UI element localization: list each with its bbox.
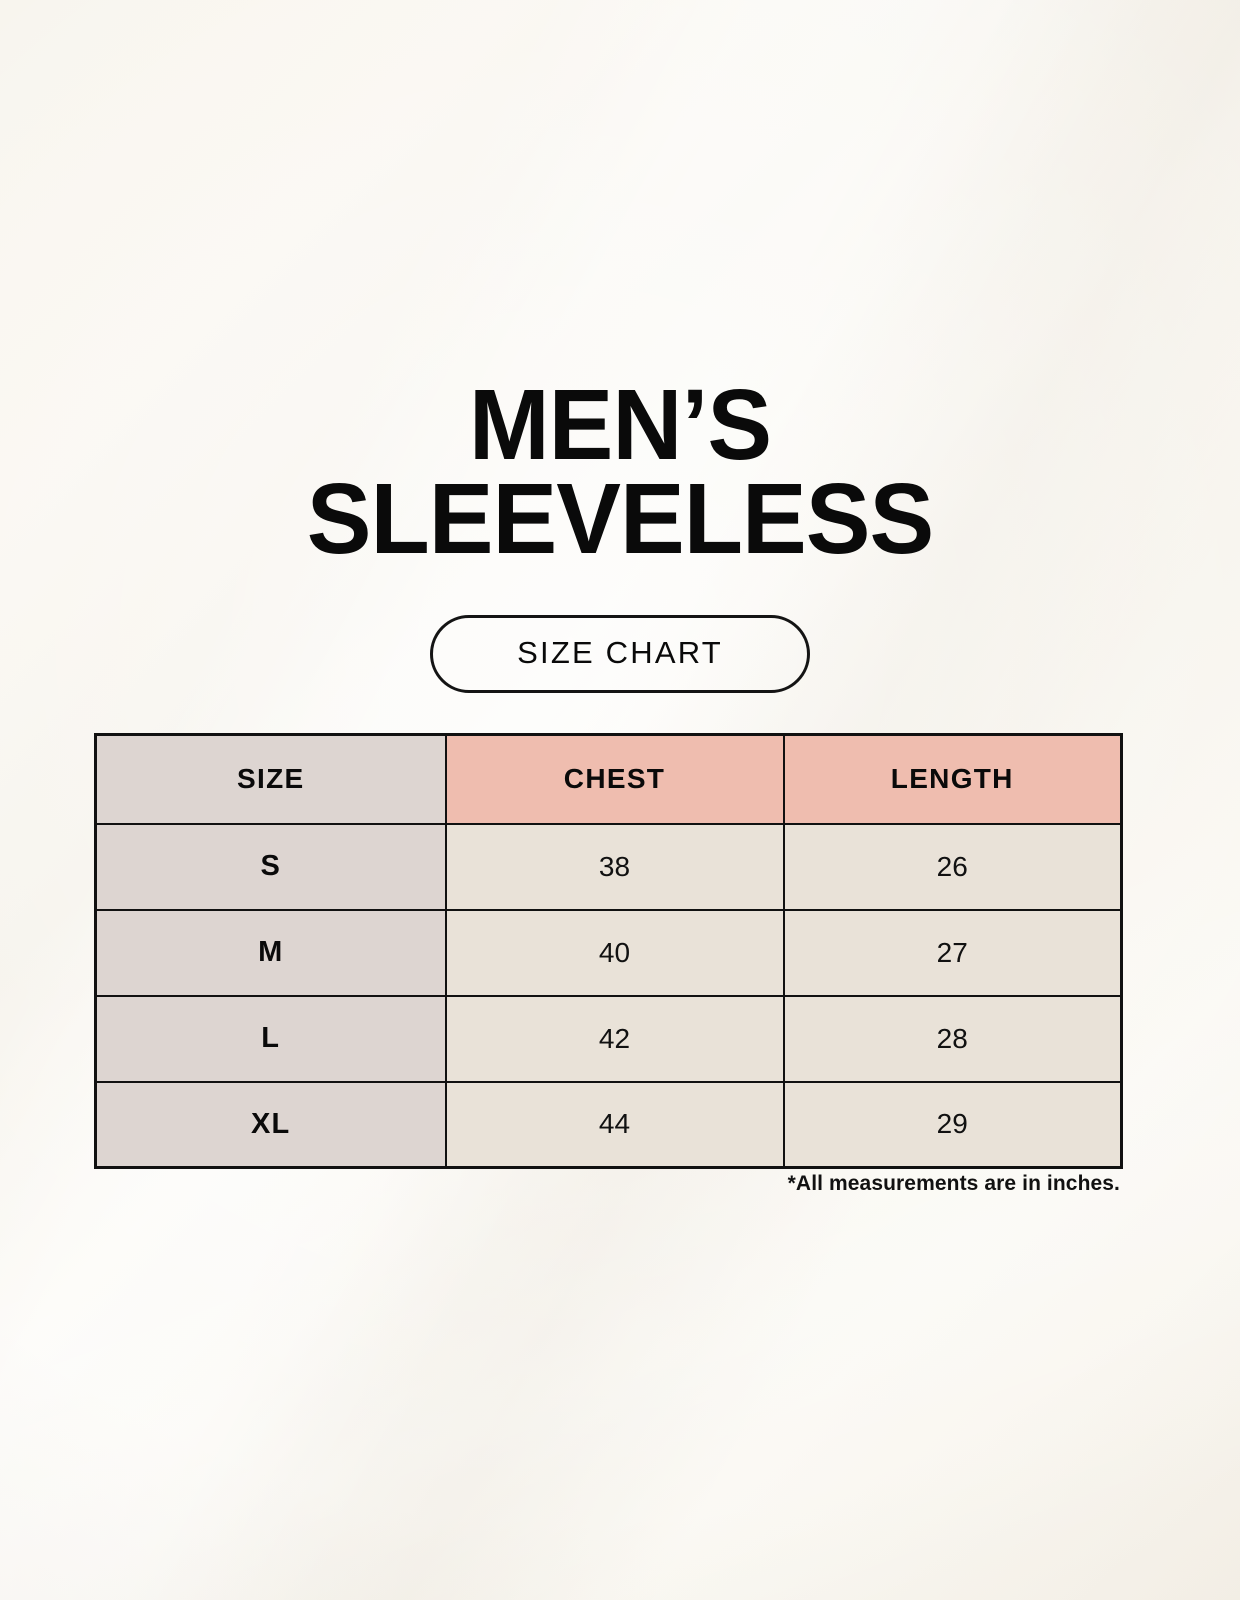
measurement-footnote: *All measurements are in inches. bbox=[787, 1172, 1120, 1195]
column-header-chest: CHEST bbox=[444, 733, 785, 825]
cell-size: L bbox=[94, 994, 447, 1083]
cell-size: S bbox=[94, 822, 447, 911]
table-row: M 40 27 bbox=[94, 908, 1123, 997]
cell-length: 27 bbox=[782, 908, 1123, 997]
cell-chest: 44 bbox=[444, 1080, 785, 1169]
cell-length: 28 bbox=[782, 994, 1123, 1083]
cell-chest: 40 bbox=[444, 908, 785, 997]
cell-length: 29 bbox=[782, 1080, 1123, 1169]
column-header-length: LENGTH bbox=[782, 733, 1123, 825]
cell-chest: 42 bbox=[444, 994, 785, 1083]
subtitle-badge-container: SIZE CHART bbox=[0, 615, 1240, 693]
cell-size: M bbox=[94, 908, 447, 997]
page-title-line-2: SLEEVELESS bbox=[306, 463, 934, 575]
size-chart-badge: SIZE CHART bbox=[430, 615, 810, 693]
column-header-size: SIZE bbox=[94, 733, 447, 825]
cell-length: 26 bbox=[782, 822, 1123, 911]
cell-chest: 38 bbox=[444, 822, 785, 911]
page-title-line-1: MEN’S bbox=[468, 369, 772, 481]
table-row: L 42 28 bbox=[94, 994, 1123, 1083]
size-chart-table: SIZE CHEST LENGTH S 38 26 M 40 27 L bbox=[94, 733, 1123, 1169]
table-row: S 38 26 bbox=[94, 822, 1123, 911]
size-table-container: SIZE CHEST LENGTH S 38 26 M 40 27 L bbox=[94, 733, 1123, 1169]
page-title: MEN’S SLEEVELESS bbox=[19, 369, 1222, 575]
table-header-row: SIZE CHEST LENGTH bbox=[94, 733, 1123, 825]
table-row: XL 44 29 bbox=[94, 1080, 1123, 1169]
table-header: SIZE CHEST LENGTH bbox=[94, 733, 1123, 825]
table-body: S 38 26 M 40 27 L 42 28 XL 44 29 bbox=[94, 822, 1123, 1169]
cell-size: XL bbox=[94, 1080, 447, 1169]
